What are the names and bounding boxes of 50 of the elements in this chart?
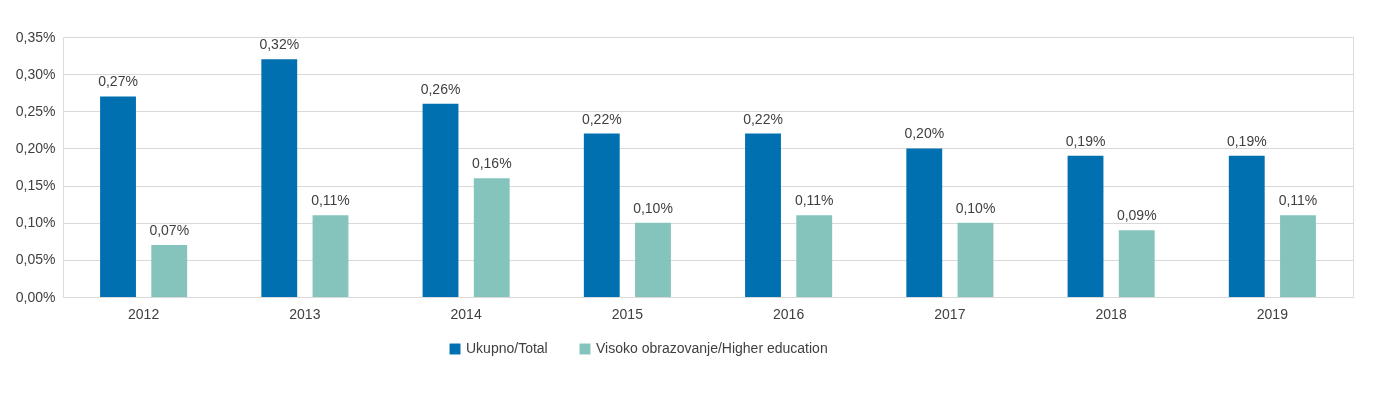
bar — [1228, 155, 1265, 297]
data-label: 0,07% — [149, 222, 190, 238]
y-tick-label: 0,15% — [15, 177, 56, 194]
data-label: 0,09% — [1116, 207, 1157, 224]
legend-label: Visoko obrazovanje/Higher education — [596, 340, 828, 356]
data-label: 0,19% — [1226, 132, 1267, 149]
y-tick-label: 0,10% — [15, 214, 56, 231]
bar — [100, 96, 136, 297]
x-tick-label: 2015 — [611, 305, 644, 322]
bar — [1067, 155, 1104, 297]
bar — [473, 178, 510, 297]
y-tick-label: 0,20% — [15, 139, 56, 156]
y-tick-label: 0,30% — [15, 65, 56, 82]
bar — [422, 103, 459, 297]
y-tick-label: 0,35% — [15, 28, 56, 45]
x-tick-label: 2019 — [1256, 305, 1289, 322]
data-label: 0,27% — [98, 73, 138, 90]
data-label: 0,11% — [1278, 192, 1318, 209]
x-tick-label: 2014 — [450, 305, 482, 322]
x-tick-label: 2018 — [1095, 305, 1127, 322]
bar — [635, 222, 671, 297]
bar — [957, 222, 994, 297]
data-label: 0,11% — [794, 192, 834, 209]
data-label: 0,10% — [633, 199, 673, 216]
y-tick-label: 0,00% — [15, 288, 56, 305]
y-tick-label: 0,25% — [15, 102, 56, 119]
bar — [906, 148, 943, 297]
legend-label: Ukupno/Total — [466, 340, 548, 356]
bar — [583, 133, 620, 297]
data-label: 0,32% — [259, 36, 300, 53]
bar — [745, 133, 781, 297]
x-tick-label: 2013 — [289, 305, 321, 322]
bar — [1118, 230, 1155, 297]
bar — [312, 215, 349, 297]
data-label: 0,19% — [1065, 132, 1106, 149]
data-label: 0,16% — [471, 155, 512, 172]
x-tick-label: 2016 — [773, 305, 805, 322]
data-label: 0,20% — [904, 125, 945, 142]
data-label: 0,10% — [955, 199, 996, 216]
data-label: 0,11% — [311, 192, 350, 209]
bar — [1280, 215, 1316, 297]
data-label: 0,26% — [420, 80, 461, 97]
bar — [261, 59, 298, 297]
x-tick-label: 2012 — [128, 305, 160, 322]
bar — [151, 245, 188, 297]
bar — [796, 215, 833, 297]
data-label: 0,22% — [581, 110, 622, 127]
x-tick-label: 2017 — [934, 305, 966, 322]
y-tick-label: 0,05% — [15, 251, 56, 268]
data-label: 0,22% — [743, 110, 783, 127]
